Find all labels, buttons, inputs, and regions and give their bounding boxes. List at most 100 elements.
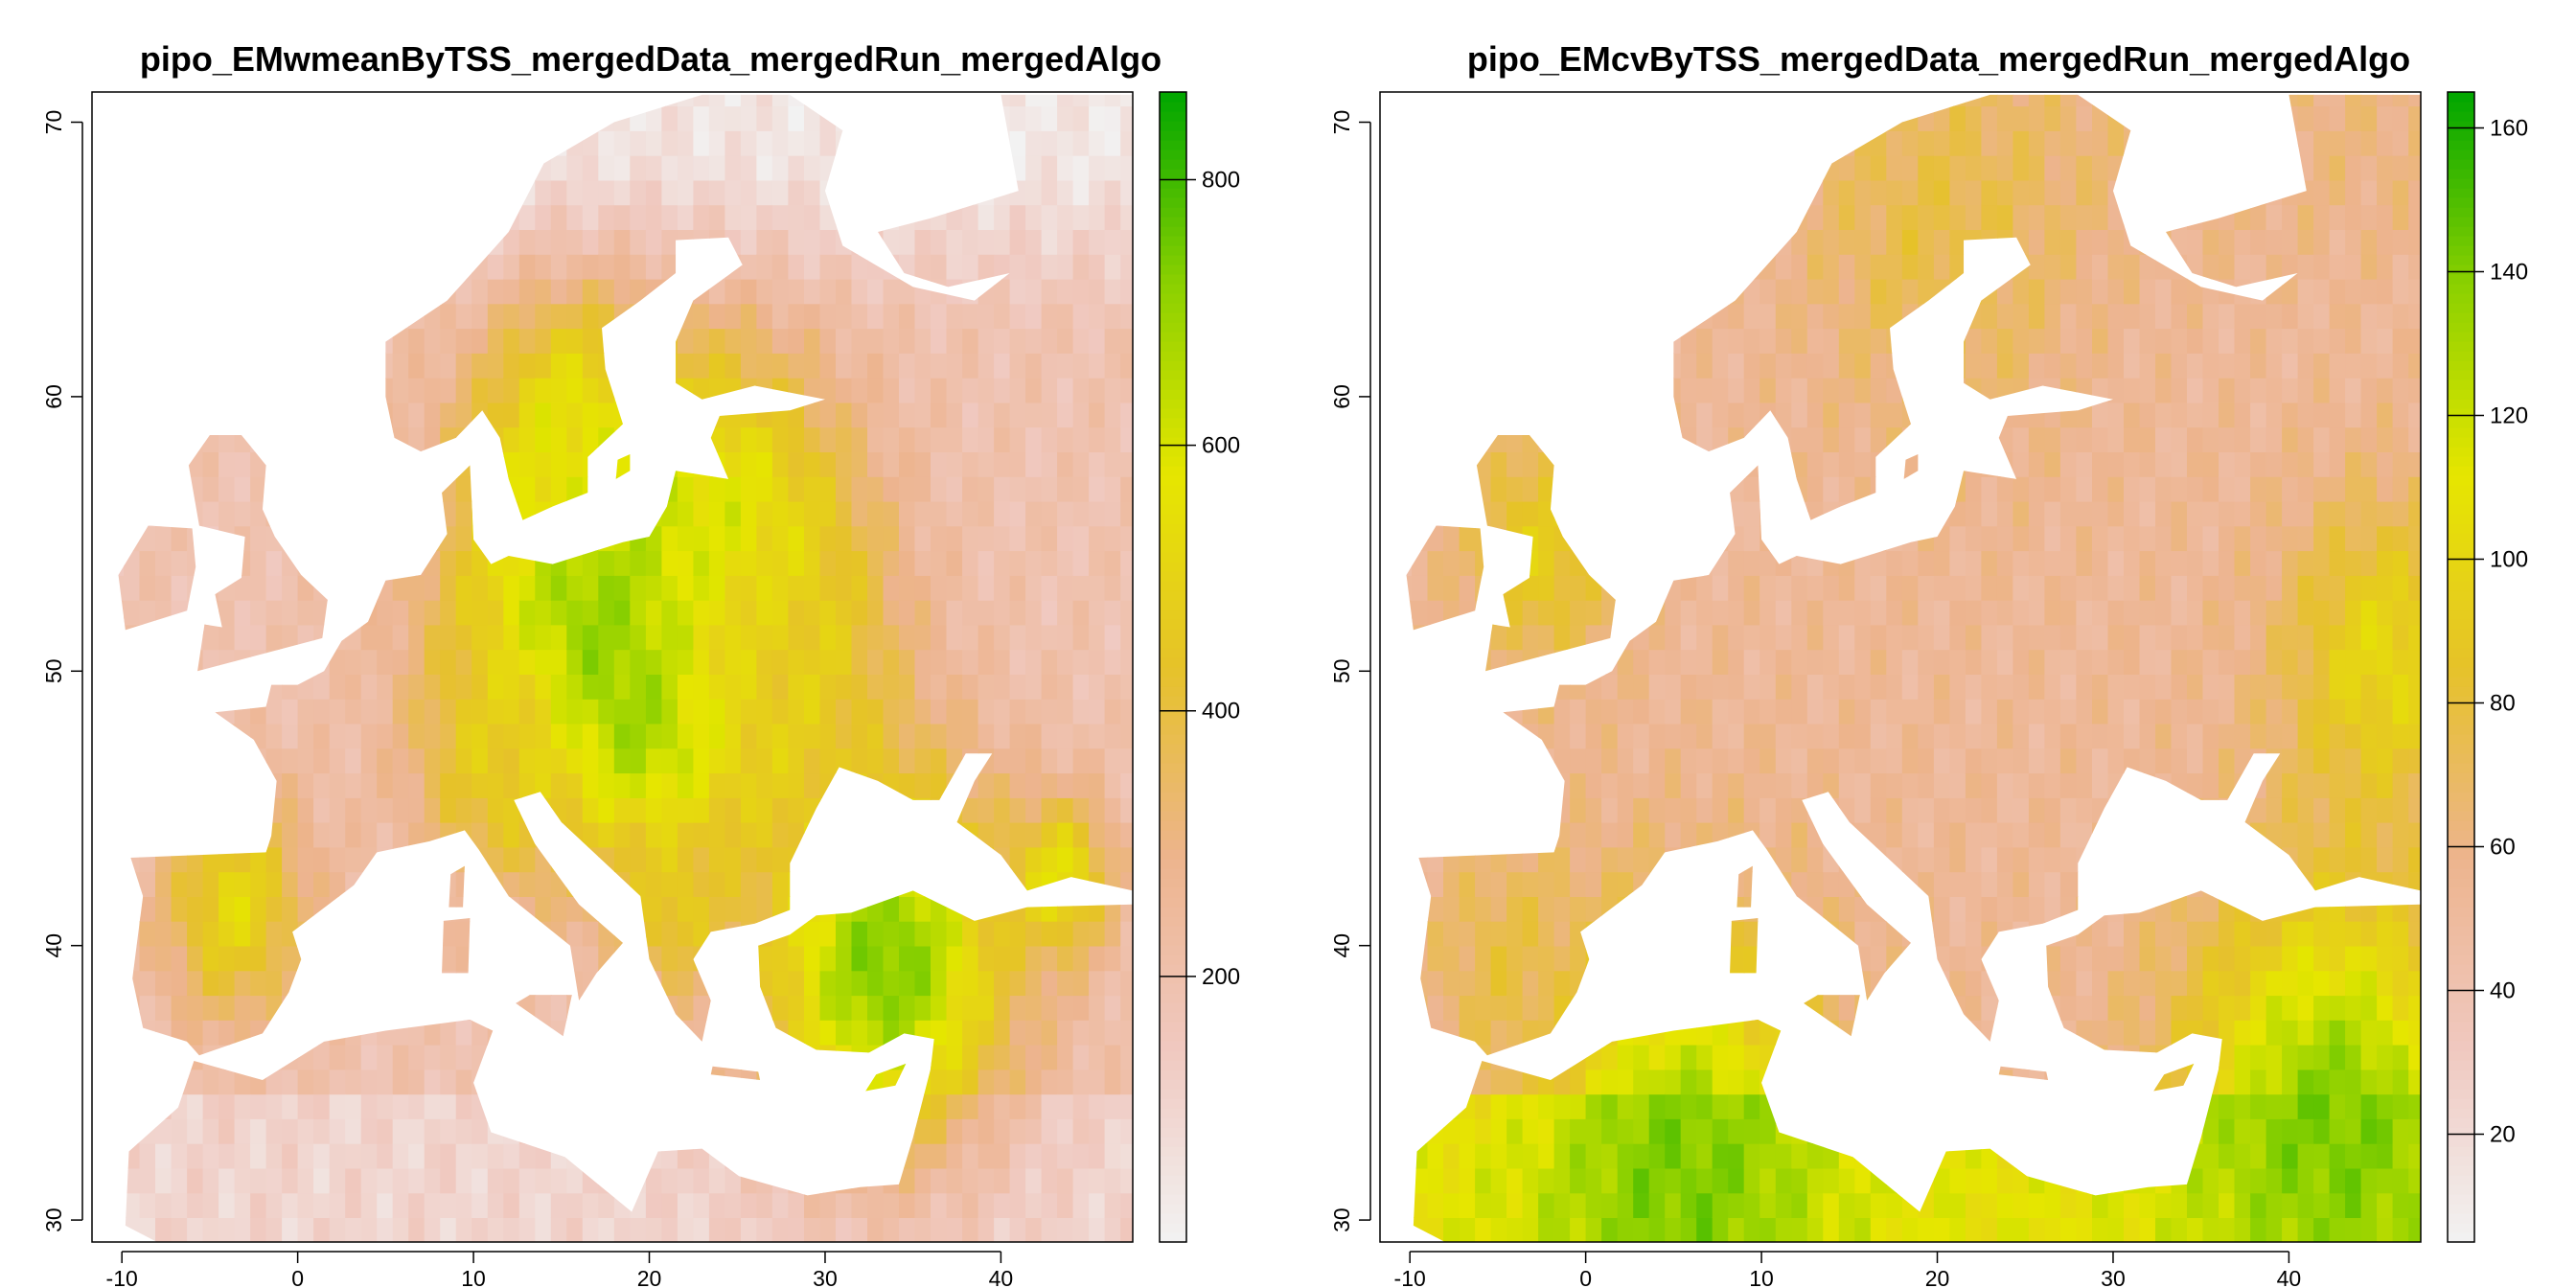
raster-cell	[661, 1167, 678, 1194]
raster-cell	[118, 1069, 125, 1095]
raster-cell	[788, 229, 805, 255]
raster-cell	[1057, 821, 1074, 848]
raster-cell	[1680, 871, 1697, 897]
raster-cell	[550, 303, 568, 330]
raster-cell	[1791, 353, 1808, 379]
raster-cell	[1806, 698, 1825, 724]
raster-cell	[994, 674, 1011, 700]
colorbar-segment	[1160, 111, 1186, 122]
raster-cell	[1696, 1069, 1714, 1095]
raster-cell	[804, 748, 821, 774]
raster-cell	[1443, 624, 1460, 651]
raster-cell	[1743, 846, 1760, 873]
raster-cell	[1775, 525, 1793, 552]
raster-cell	[1870, 748, 1888, 774]
raster-cell	[1648, 970, 1666, 997]
raster-cell	[92, 1217, 108, 1243]
raster-cell	[1585, 797, 1602, 823]
raster-cell	[1104, 204, 1121, 230]
raster-cell	[92, 921, 108, 947]
raster-cell	[708, 204, 726, 230]
raster-cell	[1089, 550, 1106, 576]
raster-cell	[724, 599, 742, 626]
raster-cell	[1380, 699, 1396, 724]
colorbar-segment	[1160, 562, 1186, 572]
raster-cell	[1522, 920, 1539, 947]
raster-cell	[1089, 154, 1106, 181]
raster-cell	[1585, 945, 1602, 972]
raster-cell	[1680, 1217, 1697, 1242]
raster-cell	[1057, 426, 1074, 452]
raster-cell	[1712, 278, 1729, 305]
raster-cell	[535, 723, 552, 749]
raster-cell	[914, 476, 932, 502]
raster-cell	[360, 1069, 378, 1095]
raster-cell	[1585, 303, 1602, 330]
raster-cell	[360, 896, 378, 922]
raster-cell	[550, 179, 568, 206]
raster-cell	[630, 896, 647, 922]
raster-cell	[851, 821, 868, 848]
raster-cell	[535, 130, 552, 156]
raster-cell	[598, 797, 615, 823]
raster-cell	[1712, 797, 1729, 823]
raster-cell	[1712, 1093, 1729, 1119]
raster-cell	[118, 500, 125, 527]
raster-cell	[931, 303, 948, 330]
raster-cell	[819, 154, 837, 181]
raster-cell	[1760, 500, 1777, 527]
colorbar-segment	[1160, 820, 1186, 831]
raster-cell	[503, 278, 520, 305]
raster-cell	[250, 353, 267, 379]
raster-cell	[883, 229, 900, 255]
raster-cell	[1791, 204, 1808, 230]
raster-cell	[1585, 995, 1602, 1021]
raster-cell	[297, 772, 314, 798]
raster-cell	[503, 846, 520, 873]
raster-cell	[1072, 130, 1090, 156]
raster-cell	[218, 871, 236, 897]
raster-cell	[1901, 1069, 1920, 1095]
raster-cell	[313, 328, 331, 354]
raster-cell	[1427, 1217, 1444, 1242]
raster-cell	[1633, 1118, 1650, 1144]
raster-cell	[1728, 476, 1745, 502]
raster-cell	[1870, 624, 1888, 651]
raster-cell	[771, 94, 790, 107]
raster-cell	[1806, 500, 1825, 527]
raster-cell	[1506, 500, 1524, 527]
raster-cell	[1760, 1069, 1777, 1095]
raster-cell	[265, 723, 283, 749]
raster-cell	[708, 970, 726, 997]
raster-cell	[661, 970, 678, 997]
raster-cell	[708, 303, 726, 330]
raster-cell	[836, 105, 853, 131]
raster-cell	[550, 1044, 568, 1070]
raster-cell	[218, 1069, 236, 1095]
raster-cell	[503, 254, 520, 280]
raster-cell	[946, 821, 963, 848]
raster-cell	[1854, 772, 1872, 798]
colorbar-segment	[1160, 916, 1186, 927]
raster-cell	[1712, 525, 1729, 552]
raster-cell	[1918, 179, 1935, 206]
raster-cell	[487, 624, 505, 651]
raster-cell	[1617, 179, 1634, 206]
raster-cell	[1743, 995, 1760, 1021]
raster-cell	[1870, 1167, 1888, 1194]
raster-cell	[345, 772, 362, 798]
raster-cell	[1918, 945, 1935, 972]
raster-cell	[1380, 155, 1396, 181]
raster-cell	[1665, 179, 1682, 206]
raster-cell	[1601, 1044, 1619, 1070]
raster-cell	[851, 575, 868, 601]
raster-cell	[1806, 624, 1825, 651]
raster-cell	[1854, 723, 1872, 749]
raster-cell	[250, 1069, 267, 1095]
raster-cell	[1838, 328, 1856, 354]
raster-cell	[1823, 1142, 1840, 1169]
raster-cell	[1665, 797, 1682, 823]
raster-cell	[914, 920, 932, 947]
raster-cell	[329, 229, 346, 255]
raster-cell	[613, 723, 632, 749]
